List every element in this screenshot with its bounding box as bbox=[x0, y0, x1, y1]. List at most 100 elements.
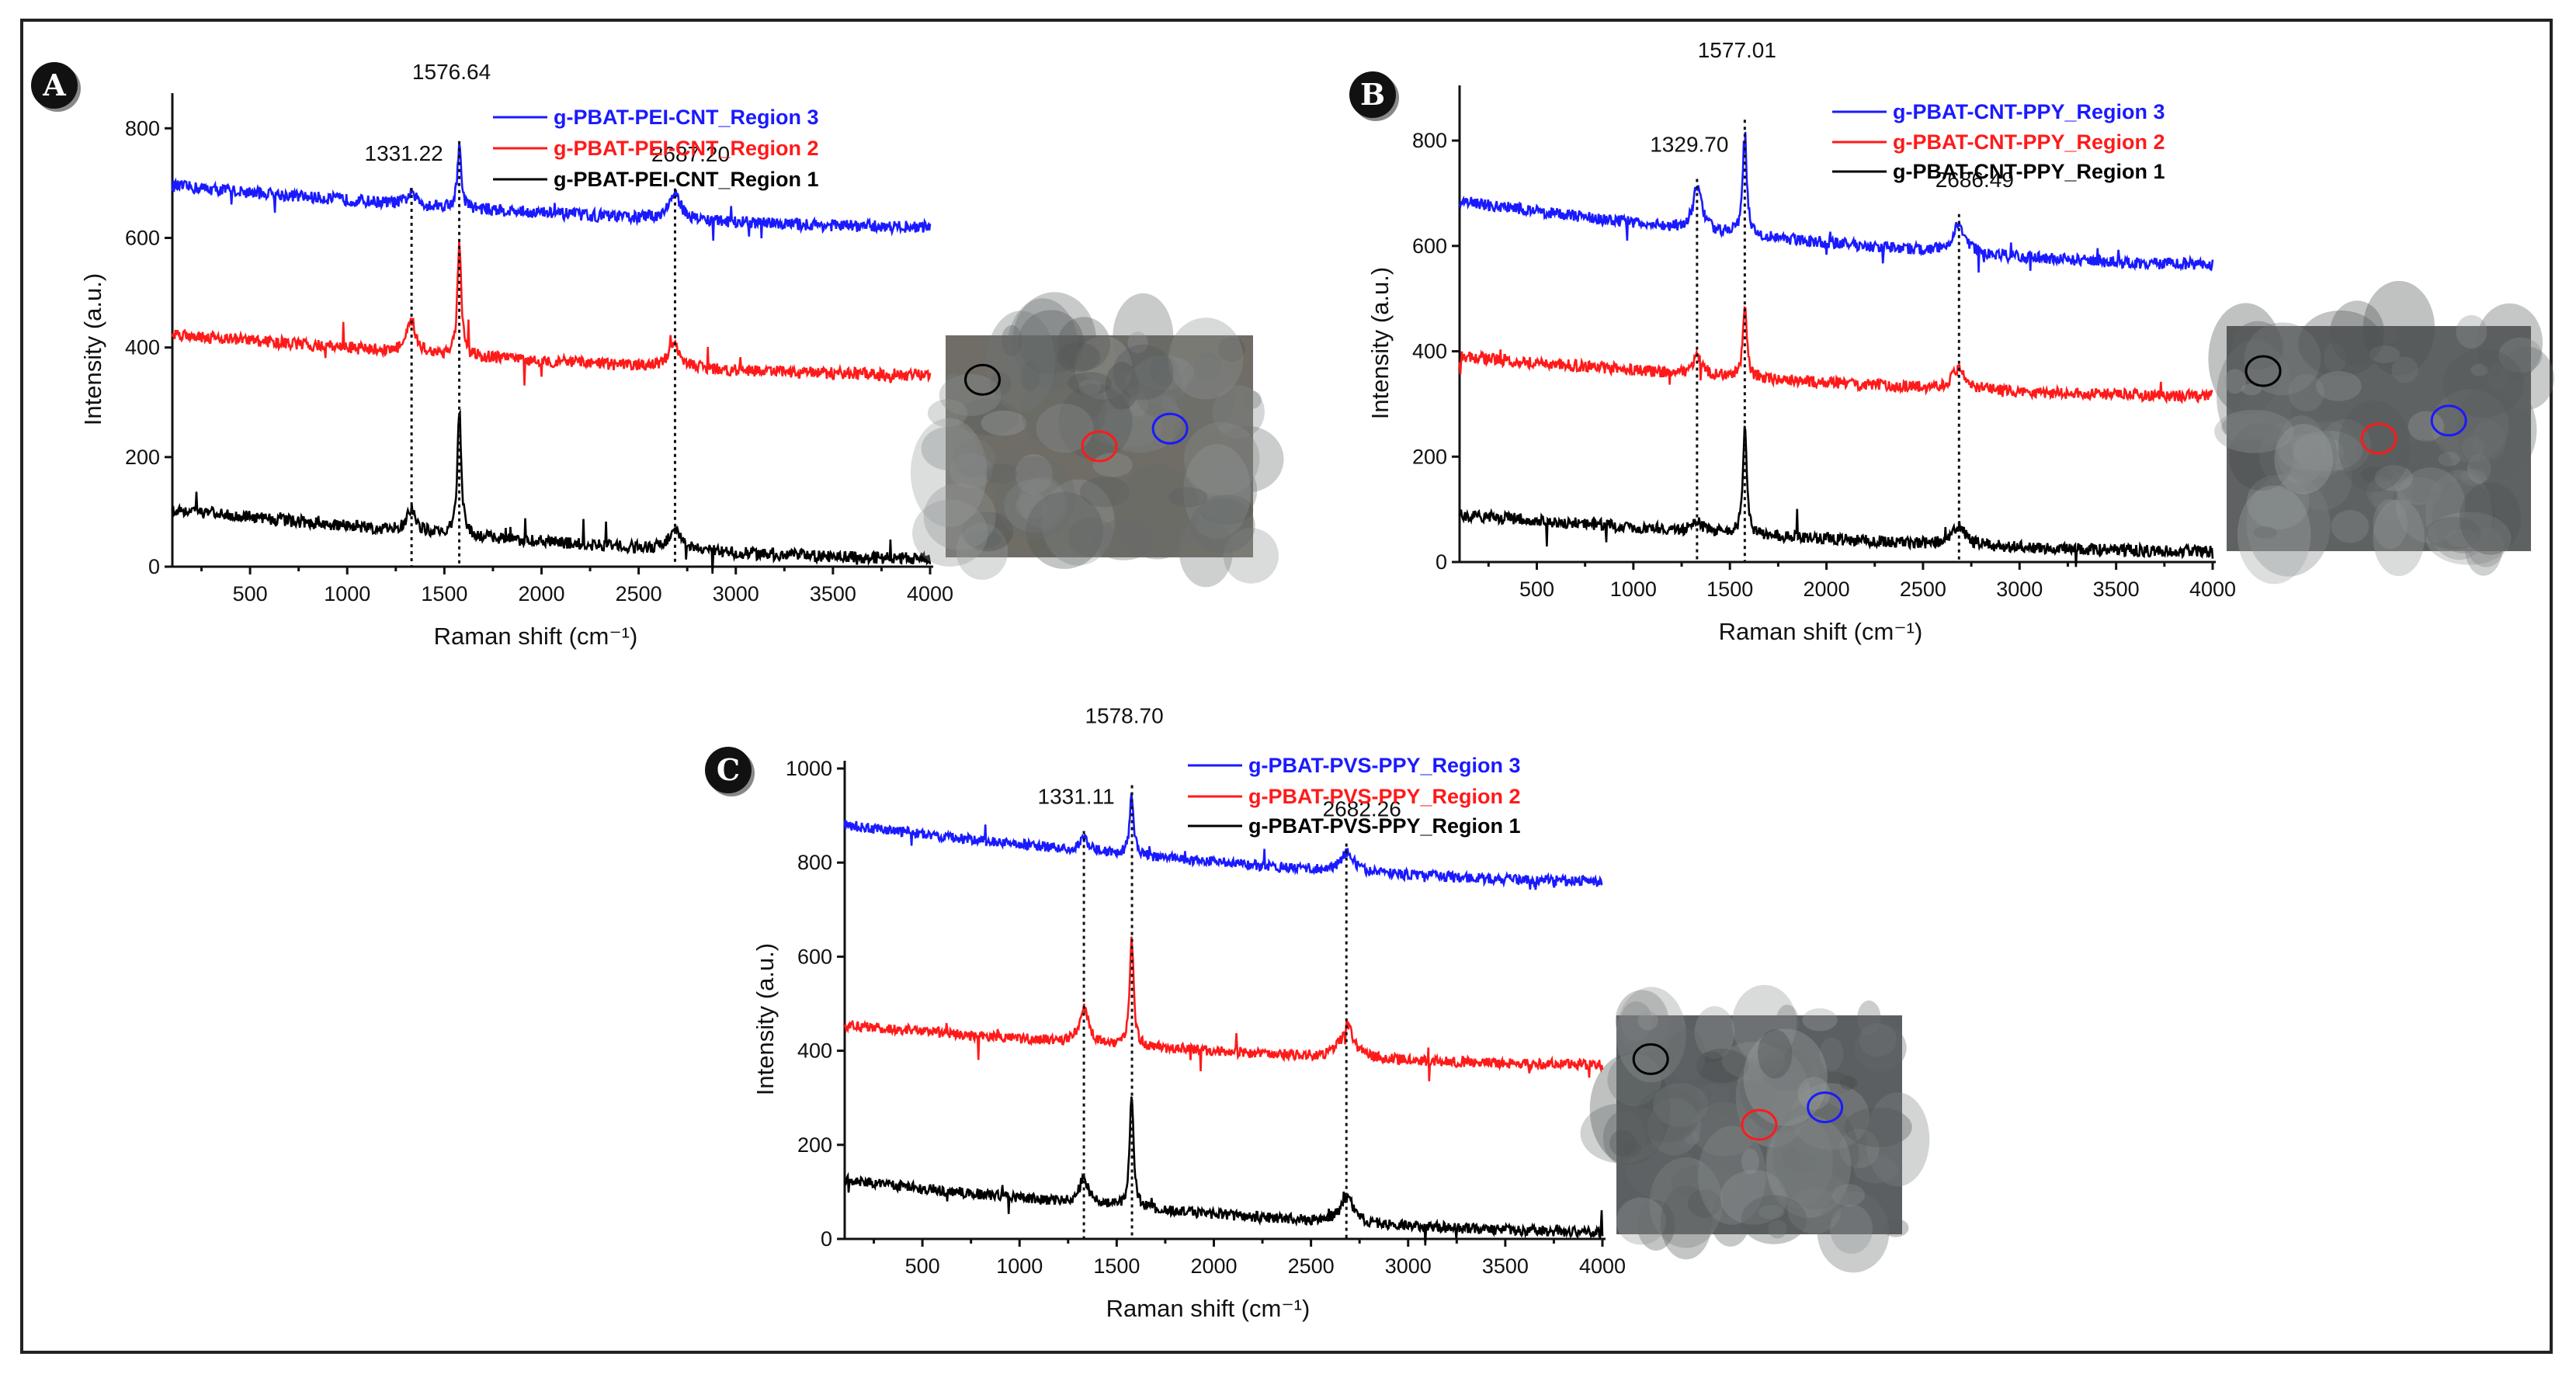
y-tick-label: 600 bbox=[1412, 234, 1447, 258]
x-tick-label: 500 bbox=[233, 582, 268, 605]
inset-texture bbox=[2303, 446, 2343, 477]
inset-texture bbox=[1802, 1008, 1838, 1032]
inset-texture bbox=[1758, 1205, 1785, 1220]
inset-texture bbox=[2431, 389, 2509, 463]
inset-texture bbox=[2244, 322, 2321, 396]
inset-texture bbox=[1074, 335, 1133, 400]
inset-texture bbox=[1078, 379, 1102, 395]
inset-texture bbox=[2253, 526, 2277, 539]
series-line-region-3 bbox=[1458, 131, 2214, 273]
y-axis-label: Intensity (a.u.) bbox=[1366, 267, 1394, 419]
inset-texture bbox=[939, 373, 1002, 416]
inset-texture bbox=[962, 512, 1014, 552]
legend-label: g-PBAT-PVS-PPY_Region 2 bbox=[1248, 785, 1521, 808]
inset-texture bbox=[1765, 1115, 1833, 1208]
inset-texture bbox=[2467, 526, 2505, 567]
inset-texture bbox=[1223, 528, 1279, 584]
inset-texture bbox=[2395, 477, 2443, 505]
inset-texture bbox=[1068, 517, 1116, 557]
inset-texture bbox=[2464, 520, 2503, 576]
series-line-region-2 bbox=[1458, 306, 2213, 405]
inset-texture bbox=[1698, 1083, 1730, 1106]
inset-texture bbox=[2408, 411, 2445, 442]
x-tick-label: 3000 bbox=[1996, 578, 2043, 601]
y-tick-label: 400 bbox=[1412, 340, 1447, 363]
inset-texture bbox=[2426, 512, 2512, 565]
inset-texture bbox=[923, 483, 996, 550]
inset-texture bbox=[1660, 1185, 1712, 1260]
inset-texture bbox=[1797, 1077, 1831, 1110]
inset-texture bbox=[1021, 370, 1106, 451]
inset-texture bbox=[1189, 498, 1255, 553]
inset-texture bbox=[910, 418, 988, 528]
inset-texture bbox=[2294, 449, 2352, 511]
inset-texture bbox=[946, 373, 962, 392]
inset-texture bbox=[1217, 337, 1245, 362]
inset-region-circle bbox=[1632, 1043, 1669, 1075]
inset-texture bbox=[2279, 433, 2345, 471]
inset-texture bbox=[1589, 1053, 1671, 1165]
inset-texture bbox=[2331, 509, 2369, 543]
inset-texture bbox=[1212, 385, 1265, 439]
x-tick-label: 3500 bbox=[810, 582, 856, 605]
legend-label: g-PBAT-PEI-CNT_Region 2 bbox=[554, 137, 819, 160]
inset-texture bbox=[1079, 476, 1130, 508]
inset-texture bbox=[1782, 1147, 1799, 1170]
inset-texture bbox=[1168, 317, 1244, 400]
inset-texture bbox=[1857, 1000, 1881, 1036]
panel-badge bbox=[705, 747, 752, 793]
inset-texture bbox=[2362, 280, 2435, 376]
inset-texture bbox=[1193, 353, 1222, 381]
inset-texture bbox=[2298, 310, 2383, 376]
inset-texture bbox=[1696, 1048, 1748, 1084]
inset-texture bbox=[1194, 458, 1258, 523]
inset-texture bbox=[1735, 1047, 1810, 1148]
inset-texture bbox=[2316, 371, 2362, 401]
series-line-region-3 bbox=[171, 142, 932, 241]
inset-texture bbox=[1012, 292, 1097, 390]
figure-frame bbox=[20, 19, 2553, 1354]
y-tick-label: 0 bbox=[1436, 550, 1447, 574]
inset-texture bbox=[1113, 344, 1174, 401]
x-axis-label: Raman shift (cm⁻¹) bbox=[1719, 618, 1923, 645]
inset-texture bbox=[1721, 1042, 1786, 1080]
inset-texture bbox=[1127, 331, 1148, 354]
inset-texture bbox=[1652, 1083, 1709, 1127]
inset-texture bbox=[1786, 1153, 1819, 1174]
inset-texture bbox=[2391, 356, 2418, 383]
legend-label: g-PBAT-PVS-PPY_Region 1 bbox=[1248, 814, 1521, 838]
inset-texture bbox=[1133, 351, 1182, 418]
inset-texture bbox=[2459, 482, 2522, 555]
inset-texture bbox=[2460, 469, 2487, 486]
inset-texture bbox=[2246, 474, 2331, 577]
inset-texture bbox=[1179, 515, 1233, 588]
inset-texture bbox=[1787, 1188, 1842, 1234]
inset-texture bbox=[2472, 419, 2506, 460]
inset-texture bbox=[1830, 1204, 1873, 1254]
legend-label: g-PBAT-PEI-CNT_Region 1 bbox=[554, 168, 819, 191]
inset-texture bbox=[950, 453, 993, 489]
inset-texture bbox=[1129, 394, 1148, 417]
y-axis-label: Intensity (a.u.) bbox=[79, 273, 106, 425]
inset-texture bbox=[1739, 1067, 1810, 1144]
inset-texture bbox=[1580, 1103, 1664, 1164]
inset-texture bbox=[1098, 388, 1182, 453]
inset-texture bbox=[1839, 1129, 1880, 1168]
inset-texture bbox=[2446, 529, 2479, 547]
panel-letter: C bbox=[717, 752, 740, 787]
inset-texture bbox=[2221, 414, 2272, 441]
peak-label: 2682.26 bbox=[1323, 797, 1401, 821]
inset-texture bbox=[1701, 1051, 1722, 1063]
series-line-region-1 bbox=[843, 1096, 1604, 1246]
inset-texture bbox=[1176, 356, 1236, 431]
inset-texture bbox=[1776, 1004, 1799, 1039]
inset-texture bbox=[1092, 519, 1155, 560]
inset-texture bbox=[2237, 485, 2311, 585]
inset-texture bbox=[2476, 303, 2543, 383]
inset-texture bbox=[1766, 1115, 1852, 1218]
y-tick-label: 200 bbox=[125, 446, 160, 469]
x-axis-label: Raman shift (cm⁻¹) bbox=[434, 623, 638, 650]
x-tick-label: 2000 bbox=[518, 582, 564, 605]
y-tick-label: 0 bbox=[148, 555, 160, 578]
inset-region-circle bbox=[1807, 1091, 1844, 1123]
